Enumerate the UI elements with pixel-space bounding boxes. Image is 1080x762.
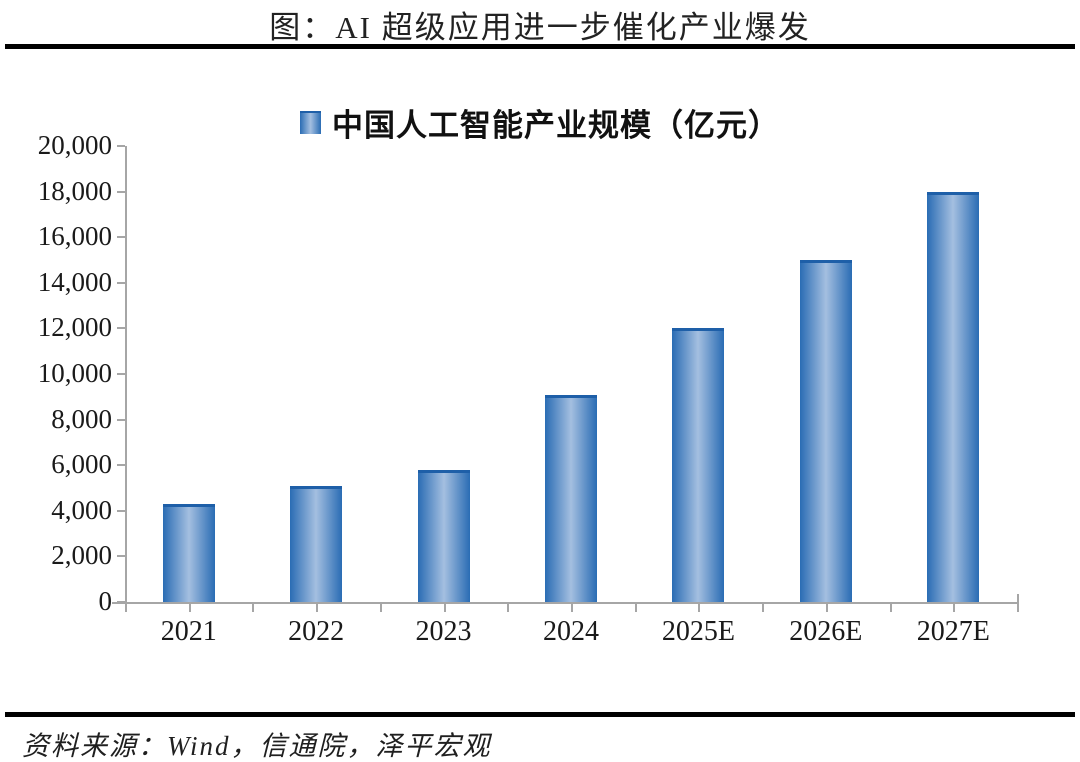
x-axis-tick: [953, 604, 956, 612]
x-axis-tick: [507, 604, 510, 612]
top-divider: [5, 44, 1075, 49]
x-axis-tick: [316, 604, 319, 612]
bar-2027E: [927, 192, 979, 602]
x-axis-tick: [889, 604, 892, 612]
y-axis-tick-label: 16,000: [37, 221, 112, 252]
x-axis-tick: [571, 604, 573, 612]
x-axis-tick: [379, 604, 382, 612]
x-axis-label-2022: 2022: [288, 616, 345, 647]
x-axis-tick: [443, 604, 446, 612]
bar-2025E: [672, 328, 724, 602]
y-axis-tick: [117, 236, 125, 239]
bottom-divider: [5, 712, 1075, 717]
legend-label: 中国人工智能产业规模（亿元）: [332, 108, 780, 143]
x-axis-label-2027E: 2027E: [916, 616, 990, 647]
bar-2021: [163, 504, 215, 602]
x-axis-line: [112, 602, 1019, 604]
y-axis-tick-label: 18,000: [37, 175, 112, 206]
y-axis-tick: [117, 555, 125, 558]
y-axis-tick: [117, 281, 125, 284]
y-axis-tick-label: 8,000: [51, 403, 112, 434]
y-axis-tick: [117, 145, 125, 147]
y-axis-tick: [117, 190, 125, 193]
y-axis-tick-label: 2,000: [51, 540, 112, 571]
legend-swatch-icon: [300, 111, 321, 134]
y-axis-tick-label: 10,000: [37, 358, 112, 388]
chart-title: 图：AI 超级应用进一步催化产业爆发: [269, 10, 811, 45]
y-axis-tick: [117, 464, 125, 467]
bar-2022: [290, 486, 342, 602]
bar-2023: [418, 470, 470, 602]
y-axis-tick-label: 4,000: [51, 494, 112, 525]
y-axis-tick-label: 20,000: [37, 130, 112, 160]
bar-2024: [545, 395, 597, 602]
bar-2026E: [800, 260, 852, 602]
y-axis-tick-label: 6,000: [51, 449, 112, 480]
x-axis-tick: [825, 604, 828, 612]
chart-legend: 中国人工智能产业规模（亿元）: [300, 100, 780, 145]
y-axis-tick: [117, 373, 125, 375]
x-axis-label-2025E: 2025E: [661, 616, 735, 647]
y-axis-tick-label: 12,000: [37, 312, 112, 343]
y-axis-tick: [117, 509, 125, 512]
x-axis-label-2023: 2023: [415, 616, 472, 647]
x-axis-tick: [252, 604, 255, 612]
x-axis-label-2021: 2021: [160, 616, 217, 647]
source-note: 资料来源：Wind，信通院，泽平宏观: [22, 731, 492, 761]
x-axis-tick: [634, 604, 637, 612]
x-axis-tick: [698, 604, 701, 612]
x-axis-label-2024: 2024: [542, 616, 599, 647]
y-axis-tick-label: 14,000: [37, 266, 112, 297]
y-axis-tick: [117, 418, 125, 421]
y-axis-tick: [117, 327, 125, 330]
y-axis-tick-label: 0: [98, 586, 113, 616]
x-axis-tick: [762, 604, 765, 612]
x-axis-label-2026E: 2026E: [789, 616, 863, 647]
x-axis-tick: [125, 604, 127, 612]
x-axis-tick: [188, 604, 191, 612]
y-axis-tick: [117, 601, 125, 603]
x-axis-tick: [1017, 604, 1019, 612]
x-axis-end-tick: [1017, 594, 1019, 602]
y-axis-line: [125, 146, 127, 611]
